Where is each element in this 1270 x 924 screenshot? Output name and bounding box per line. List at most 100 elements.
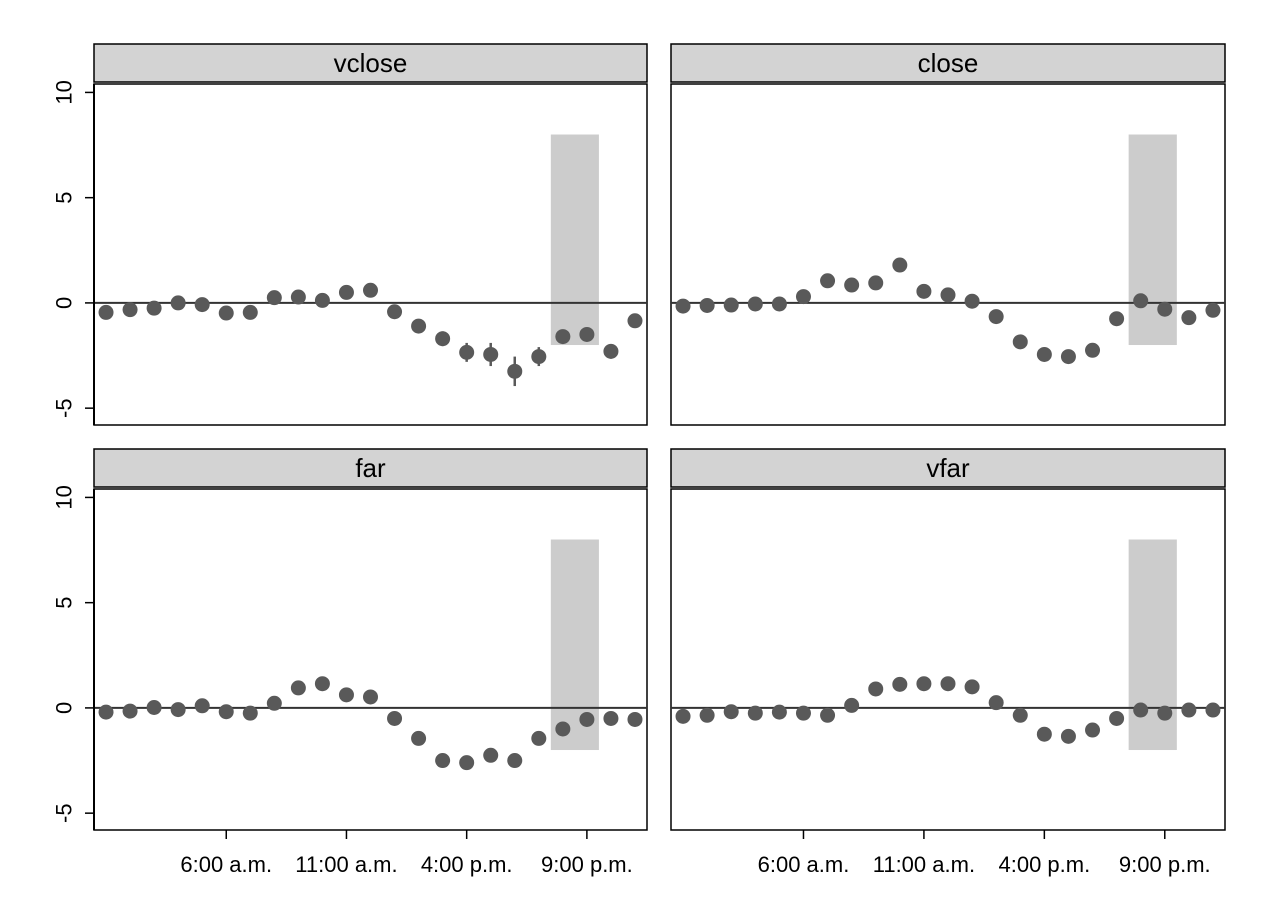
data-point	[170, 702, 186, 718]
data-point	[675, 298, 691, 314]
data-point	[1181, 702, 1197, 718]
data-point	[146, 699, 162, 715]
y-tick-label: 0	[52, 702, 77, 714]
panel-far: far -5 0 5 10 6:00 a.m. 11:00 a.m. 4:00 p.m. 9…	[52, 448, 648, 877]
panel-vclose: vclose -5 0 5 10	[52, 43, 648, 426]
data-point	[916, 283, 932, 299]
data-point	[507, 753, 523, 769]
data-point	[1060, 728, 1076, 744]
data-point	[747, 705, 763, 721]
data-point	[363, 689, 378, 705]
y-tick-label: -5	[52, 398, 77, 418]
data-point	[747, 296, 763, 312]
strip-label-close: close	[918, 48, 979, 78]
data-point	[411, 318, 427, 334]
data-point	[363, 282, 378, 298]
data-point	[1157, 301, 1173, 317]
data-point	[435, 753, 451, 769]
data-point	[242, 304, 258, 320]
data-point	[338, 284, 354, 300]
strip-close	[670, 43, 1226, 83]
data-point	[98, 304, 114, 320]
y-tick-label: 0	[52, 297, 77, 309]
data-point	[940, 676, 956, 692]
data-point	[627, 313, 643, 329]
data-point	[314, 292, 330, 308]
y-axis-vclose: -5 0 5 10	[52, 80, 95, 425]
panel-vfar: vfar 6:00 a.m. 11:00 a.m. 4:00 p.m. 9:00 p.…	[670, 448, 1226, 877]
data-point	[194, 698, 210, 714]
strip-vfar	[670, 448, 1226, 488]
data-point	[795, 289, 811, 305]
data-point	[170, 295, 186, 311]
data-point	[531, 349, 547, 365]
marks-vclose	[94, 134, 647, 387]
data-point	[338, 687, 354, 703]
x-tick-label: 4:00 p.m.	[421, 852, 513, 877]
y-axis-far: -5 0 5 10	[52, 485, 95, 830]
data-point	[387, 710, 403, 726]
marks-close	[671, 134, 1225, 365]
data-point	[603, 343, 619, 359]
x-tick-label: 6:00 a.m.	[180, 852, 272, 877]
marks-vfar	[671, 539, 1225, 751]
data-point	[483, 346, 499, 362]
data-point	[844, 697, 860, 713]
data-point	[435, 331, 451, 347]
data-point	[531, 730, 547, 746]
data-point	[1060, 349, 1076, 365]
data-point	[314, 676, 330, 692]
data-point	[1085, 722, 1101, 738]
data-point	[1085, 342, 1101, 358]
data-point	[122, 302, 138, 318]
data-point	[916, 676, 932, 692]
marks-far	[94, 539, 647, 771]
data-point	[1109, 311, 1125, 327]
data-point	[218, 704, 234, 720]
data-point	[771, 704, 787, 720]
x-axis-vfar: 6:00 a.m. 11:00 a.m. 4:00 p.m. 9:00 p.m.	[758, 830, 1211, 877]
data-point	[820, 273, 836, 289]
data-point	[892, 257, 908, 273]
data-point	[1036, 726, 1052, 742]
data-point	[555, 721, 571, 737]
y-tick-label: 10	[52, 80, 77, 104]
data-point	[459, 755, 475, 771]
data-point	[795, 705, 811, 721]
data-point	[194, 297, 210, 313]
data-point	[723, 297, 739, 313]
y-tick-label: 10	[52, 485, 77, 509]
data-point	[459, 344, 475, 360]
data-point	[1133, 702, 1149, 718]
data-point	[507, 363, 523, 379]
data-point	[1157, 705, 1173, 721]
data-point	[242, 705, 258, 721]
data-point	[603, 710, 619, 726]
data-point	[964, 293, 980, 309]
strip-label-vfar: vfar	[926, 453, 970, 483]
shaded-band	[550, 134, 599, 346]
data-point	[290, 289, 306, 305]
y-tick-label: 5	[52, 597, 77, 609]
data-point	[1181, 310, 1197, 326]
data-point	[579, 711, 595, 727]
x-tick-label: 9:00 p.m.	[1119, 852, 1211, 877]
strip-far	[93, 448, 648, 488]
data-point	[411, 730, 427, 746]
data-point	[290, 680, 306, 696]
data-point	[723, 704, 739, 720]
data-point	[844, 277, 860, 293]
x-tick-label: 4:00 p.m.	[998, 852, 1090, 877]
data-point	[555, 329, 571, 345]
data-point	[1205, 302, 1221, 318]
data-point	[266, 695, 282, 711]
data-point	[218, 305, 234, 321]
x-tick-label: 11:00 a.m.	[873, 852, 975, 877]
data-point	[771, 296, 787, 312]
data-point	[675, 708, 691, 724]
data-point	[627, 711, 643, 727]
data-point	[868, 681, 884, 697]
strip-vclose	[93, 43, 648, 83]
data-point	[579, 326, 595, 342]
data-point	[266, 290, 282, 306]
